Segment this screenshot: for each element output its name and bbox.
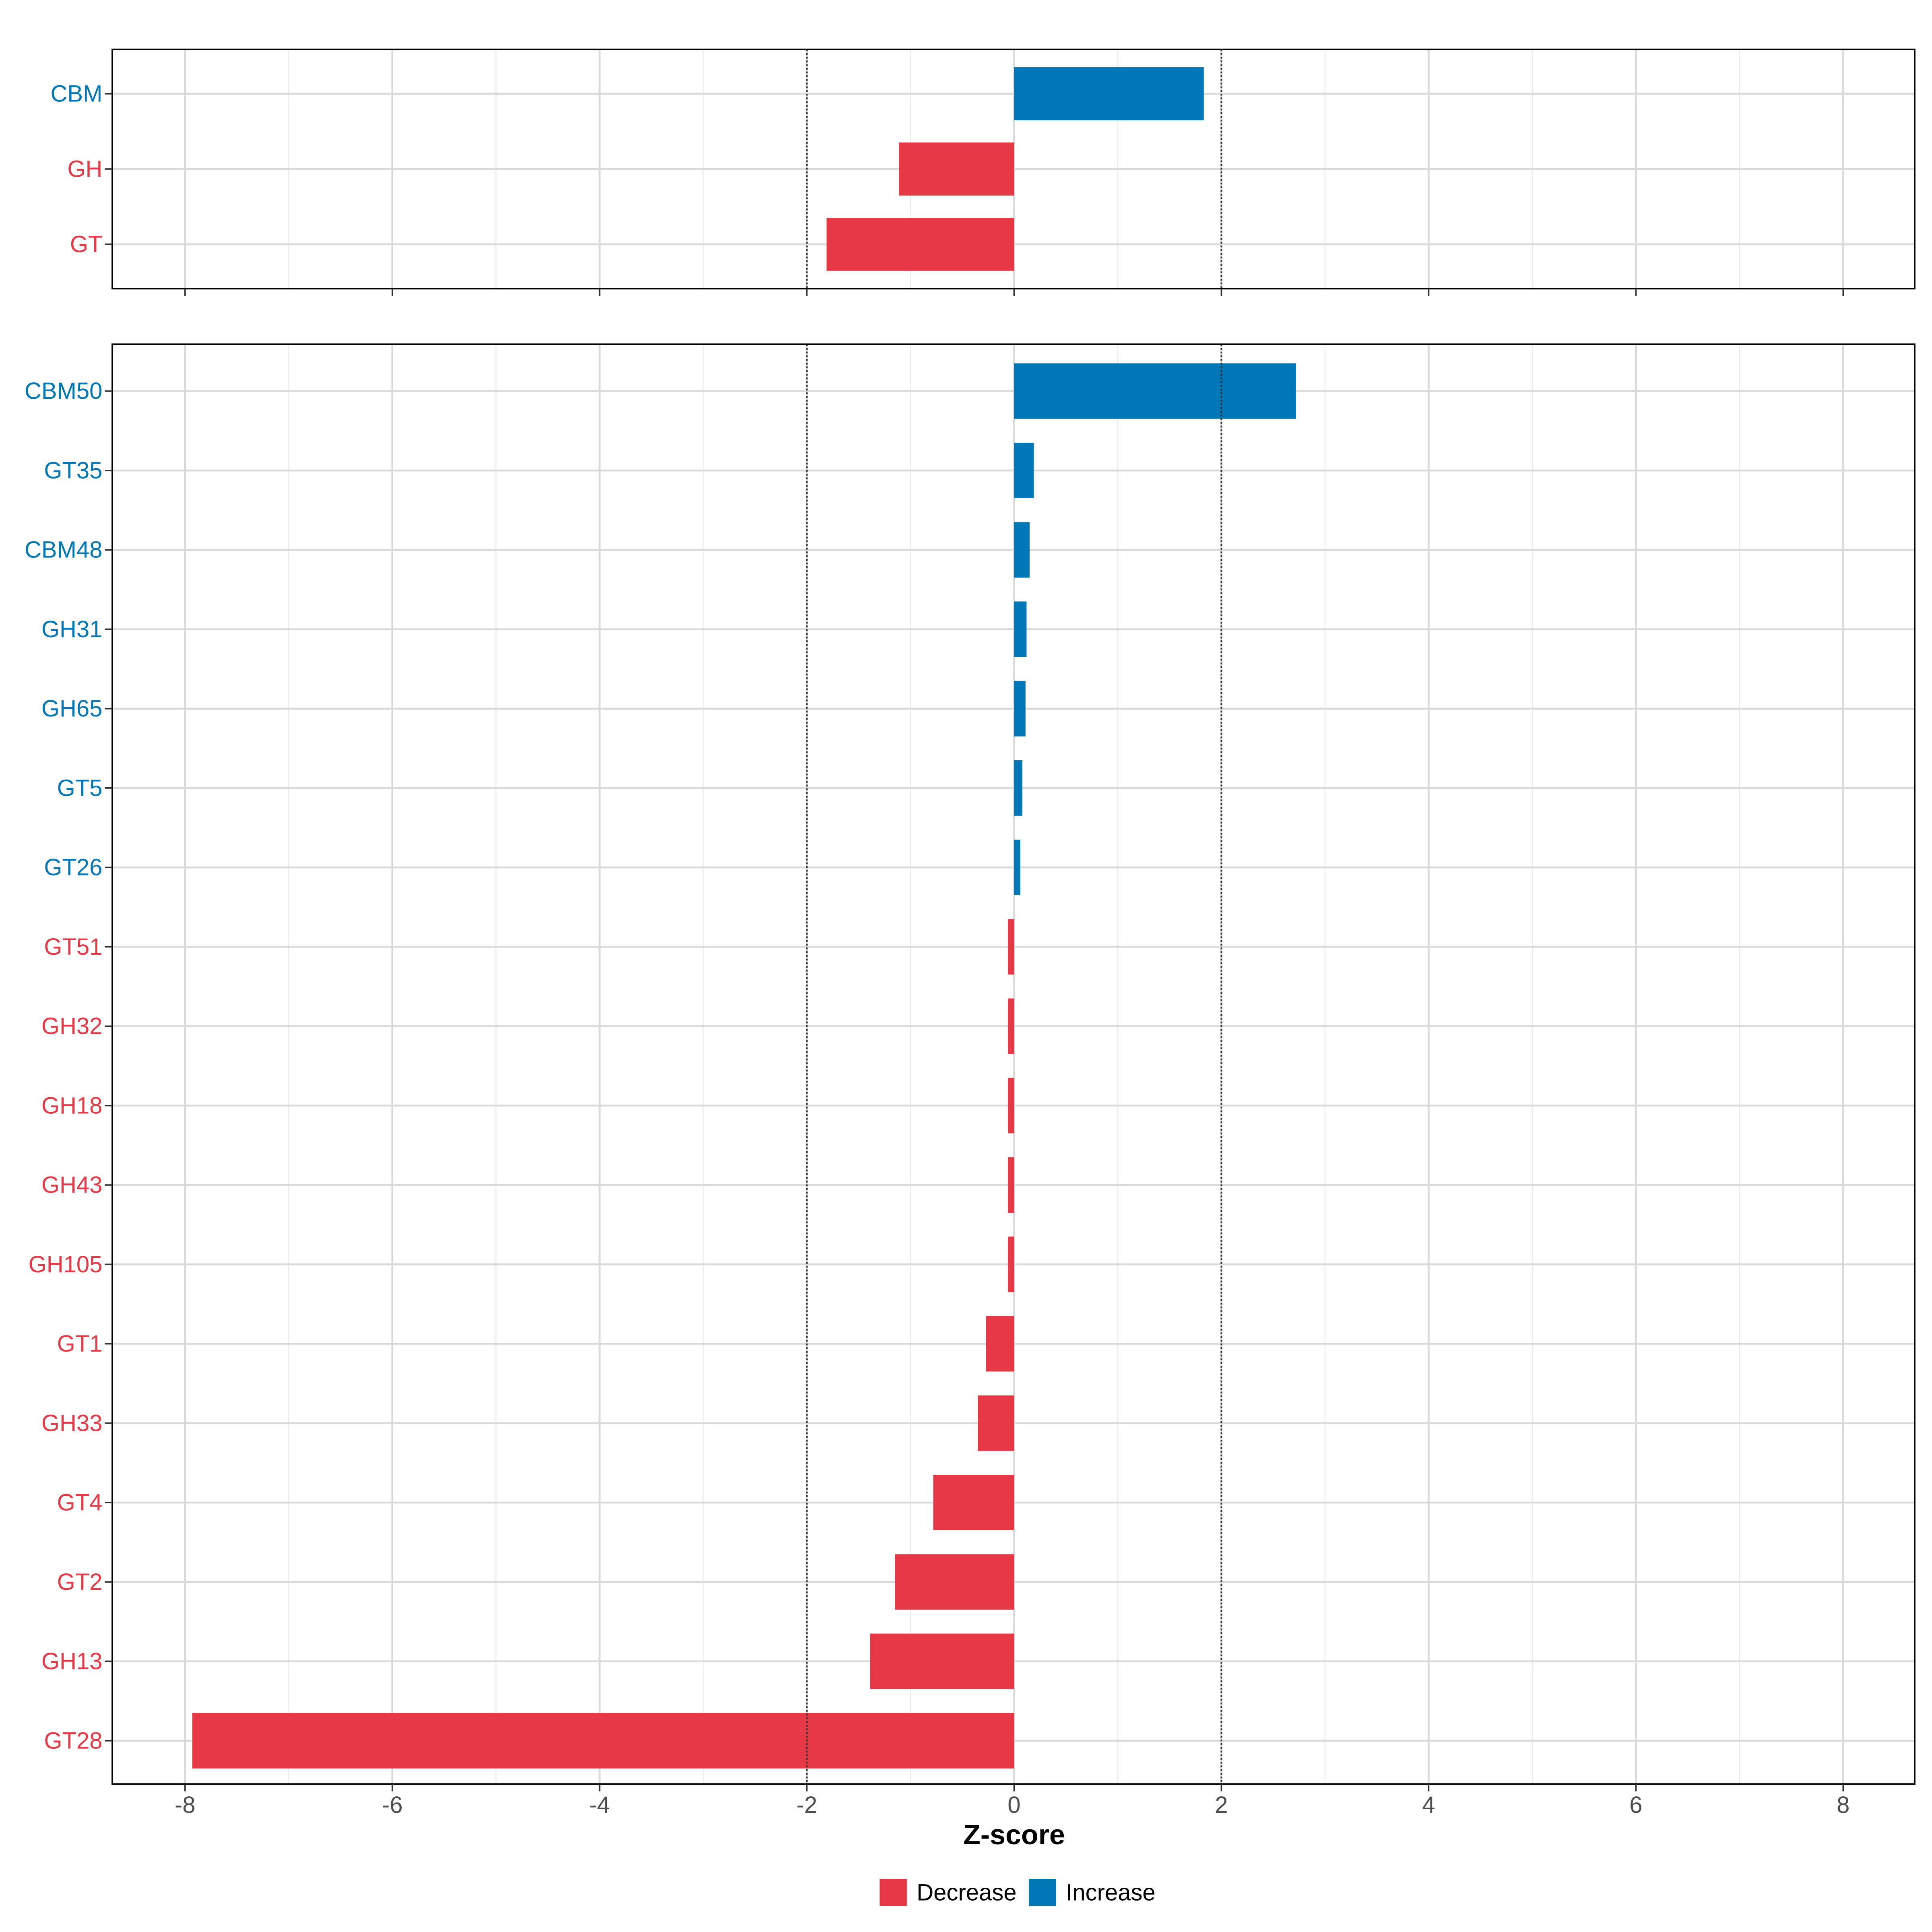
panel-2-category-label: GH105 [29, 1251, 103, 1278]
panel-2-bar-gt4 [933, 1475, 1014, 1530]
panel-2-bar-gh43 [1008, 1157, 1014, 1213]
panel-2-category-label: GH65 [41, 696, 103, 722]
panel-2-category-label: GH33 [41, 1410, 103, 1436]
panel-2-category-label: GT1 [57, 1331, 103, 1357]
panel-2-bar-gh33 [978, 1395, 1014, 1451]
panel-2-category-label: GH43 [41, 1172, 103, 1198]
legend-key-increase [1029, 1879, 1056, 1906]
panel-2-category-label: GH18 [41, 1092, 103, 1119]
panel-2-bar-gt28 [192, 1713, 1014, 1769]
panel-2-bar-gt26 [1014, 840, 1020, 896]
panel-2-bar-gh13 [870, 1633, 1014, 1689]
panel-2-category-label: GT5 [57, 775, 103, 801]
panel-2-bar-gt2 [895, 1554, 1014, 1610]
x-axis-title: Z-score [963, 1819, 1065, 1850]
panel-2-bar-cbm50 [1014, 363, 1296, 419]
x-tick-label: -2 [797, 1792, 817, 1818]
x-tick-label: -6 [382, 1792, 403, 1818]
panel-2-category-label: CBM50 [25, 378, 102, 404]
panel-2-category-label: GT26 [44, 855, 102, 881]
panel-2-category-label: GH32 [41, 1013, 103, 1039]
panel-2-category-label: GH13 [41, 1648, 103, 1674]
panel-2-bar-gt1 [986, 1316, 1014, 1372]
panel-2-bar-gt35 [1014, 442, 1034, 498]
panel-2-bar-gh65 [1014, 681, 1026, 737]
panel-2-category-label: GT51 [44, 934, 102, 960]
panel-1-category-label: GT [70, 231, 103, 257]
x-tick-label: 4 [1422, 1792, 1435, 1818]
panel-2-category-label: GT28 [44, 1728, 102, 1754]
legend-label-increase: Increase [1066, 1879, 1155, 1905]
panel-2-bar-gt5 [1014, 760, 1023, 816]
panel-2-bar-gh105 [1008, 1236, 1014, 1292]
panel-2-category-label: GT4 [57, 1490, 103, 1516]
x-tick-label: -4 [589, 1792, 610, 1818]
legend-label-decrease: Decrease [916, 1879, 1016, 1905]
panel-2-bar-gh18 [1008, 1077, 1014, 1133]
legend-key-decrease [879, 1879, 907, 1906]
panel-2-bar-gh31 [1014, 601, 1027, 657]
x-tick-label: 0 [1007, 1792, 1020, 1818]
panel-2-bar-gt51 [1008, 919, 1014, 975]
panel-2-category-label: GT35 [44, 457, 102, 483]
panel-2-bar-cbm48 [1014, 522, 1030, 578]
panel-1-bar-cbm [1014, 67, 1204, 120]
panel-1-bar-gh [899, 142, 1014, 196]
panel-2-bar-gh32 [1008, 998, 1014, 1054]
x-tick-label: 8 [1837, 1792, 1849, 1818]
x-tick-label: 6 [1629, 1792, 1642, 1818]
x-tick-label: -8 [175, 1792, 196, 1818]
panel-1-bar-gt [826, 217, 1014, 271]
x-tick-label: 2 [1215, 1792, 1228, 1818]
panel-2-category-label: GT2 [57, 1569, 103, 1595]
panel-1-category-label: CBM [51, 80, 103, 107]
panel-1-category-label: GH [67, 156, 102, 182]
panel-2-category-label: CBM48 [25, 537, 102, 563]
panel-2-category-label: GH31 [41, 616, 103, 642]
